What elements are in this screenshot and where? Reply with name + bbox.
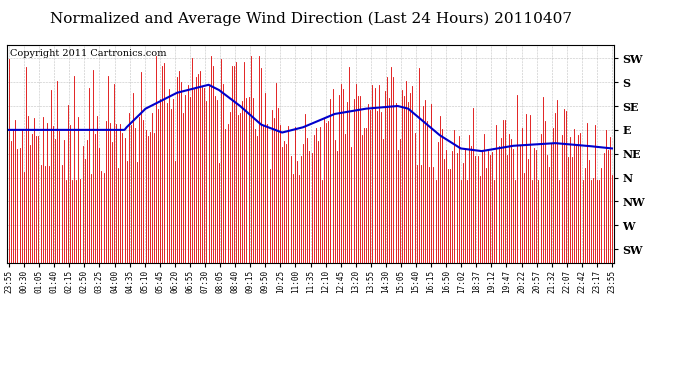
Text: Normalized and Average Wind Direction (Last 24 Hours) 20110407: Normalized and Average Wind Direction (L… — [50, 11, 571, 26]
Text: Copyright 2011 Cartronics.com: Copyright 2011 Cartronics.com — [10, 50, 166, 58]
